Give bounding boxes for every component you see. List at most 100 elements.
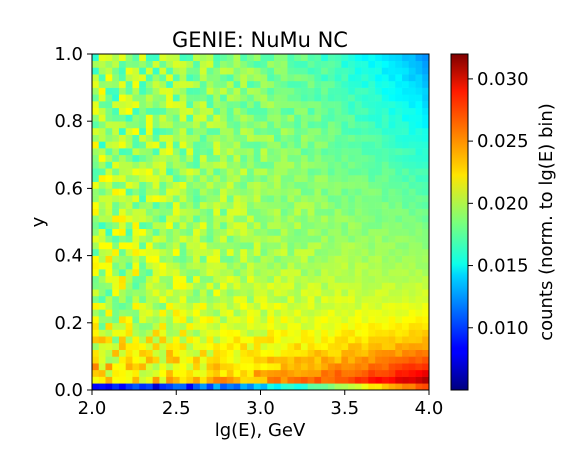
heatmap-cell [213, 289, 221, 297]
heatmap-cell [193, 127, 201, 135]
heatmap-cell [260, 168, 268, 176]
heatmap-cell [166, 248, 174, 256]
y-tick-label: 0.8 [54, 111, 83, 132]
heatmap-cell [125, 242, 133, 250]
heatmap-cell [186, 289, 194, 297]
heatmap-cell [206, 134, 214, 142]
colorbar-tick-label: 0.020 [477, 193, 529, 214]
heatmap-cell [321, 107, 329, 115]
heatmap-cell [240, 235, 248, 243]
heatmap-cell [132, 154, 140, 162]
heatmap-cell [159, 269, 167, 277]
heatmap-cell [166, 222, 174, 230]
heatmap-cell [226, 255, 234, 263]
heatmap-cell [247, 215, 255, 223]
heatmap-cell [199, 54, 207, 62]
heatmap-cell [253, 228, 261, 236]
heatmap-cell [341, 383, 349, 391]
heatmap-cell [132, 255, 140, 263]
heatmap-cell [247, 201, 255, 209]
heatmap-cell [186, 54, 194, 62]
heatmap-cell [341, 322, 349, 330]
heatmap-cell [253, 242, 261, 250]
heatmap-cell [145, 248, 153, 256]
heatmap-cell [253, 74, 261, 82]
heatmap-cell [280, 87, 288, 95]
heatmap-cell [388, 114, 396, 122]
heatmap-cell [145, 181, 153, 189]
heatmap-cell [199, 201, 207, 209]
heatmap-cell [422, 208, 430, 216]
heatmap-cell [206, 242, 214, 250]
heatmap-cell [240, 269, 248, 277]
heatmap-cell [152, 67, 160, 75]
heatmap-cell [395, 383, 403, 391]
heatmap-cell [294, 363, 302, 371]
heatmap-cell [247, 154, 255, 162]
heatmap-cell [273, 154, 282, 162]
heatmap-cell [327, 289, 335, 297]
heatmap-cell [307, 101, 315, 109]
heatmap-cell [388, 107, 396, 115]
heatmap-cell [327, 383, 335, 391]
heatmap-cell [307, 242, 315, 250]
heatmap-cell [287, 369, 295, 377]
heatmap-cell [172, 262, 180, 270]
heatmap-cell [125, 54, 133, 62]
heatmap-cell [354, 349, 362, 357]
heatmap-cell [348, 295, 356, 303]
heatmap-cell [334, 80, 342, 88]
heatmap-cell [307, 228, 315, 236]
heatmap-cell [375, 54, 383, 62]
heatmap-cell [408, 275, 416, 283]
heatmap-cell [260, 376, 268, 384]
heatmap-cell [287, 275, 295, 283]
heatmap-cell [375, 289, 383, 297]
heatmap-cell [273, 195, 282, 203]
heatmap-cell [354, 329, 362, 337]
heatmap-cell [368, 336, 376, 344]
heatmap-cell [166, 54, 174, 62]
heatmap-cell [422, 101, 430, 109]
heatmap-cell [118, 101, 126, 109]
heatmap-cell [327, 201, 335, 209]
heatmap-cell [300, 215, 308, 223]
heatmap-cell [260, 363, 268, 371]
heatmap-cell [213, 383, 221, 391]
heatmap-cell [233, 181, 241, 189]
heatmap-cell [307, 188, 315, 196]
heatmap-cell [199, 168, 207, 176]
heatmap-cell [327, 94, 335, 102]
heatmap-cell [388, 208, 396, 216]
heatmap-cell [381, 161, 389, 169]
heatmap-cell [233, 275, 241, 283]
heatmap-cell [307, 60, 315, 68]
heatmap-cell [98, 275, 106, 283]
heatmap-cell [226, 275, 234, 283]
heatmap-cell [247, 242, 255, 250]
heatmap-cell [375, 60, 383, 68]
heatmap-cell [247, 222, 255, 230]
heatmap-cell [206, 282, 214, 290]
heatmap-cell [422, 121, 430, 129]
heatmap-cell [105, 316, 113, 324]
heatmap-cell [166, 255, 174, 263]
heatmap-cell [402, 222, 410, 230]
heatmap-cell [280, 242, 288, 250]
heatmap-cell [105, 161, 113, 169]
heatmap-cell [260, 222, 268, 230]
heatmap-cell [92, 255, 100, 263]
heatmap-cell [300, 127, 308, 135]
heatmap-cell [361, 269, 369, 277]
heatmap-cell [213, 174, 221, 182]
heatmap-cell [112, 74, 120, 82]
heatmap-cell [132, 101, 140, 109]
heatmap-cell [260, 201, 268, 209]
heatmap-cell [206, 302, 214, 310]
heatmap-cell [206, 289, 214, 297]
heatmap-cell [186, 74, 194, 82]
heatmap-cell [206, 349, 214, 357]
heatmap-cell [118, 235, 126, 243]
heatmap-cell [273, 161, 282, 169]
heatmap-cell [152, 215, 160, 223]
